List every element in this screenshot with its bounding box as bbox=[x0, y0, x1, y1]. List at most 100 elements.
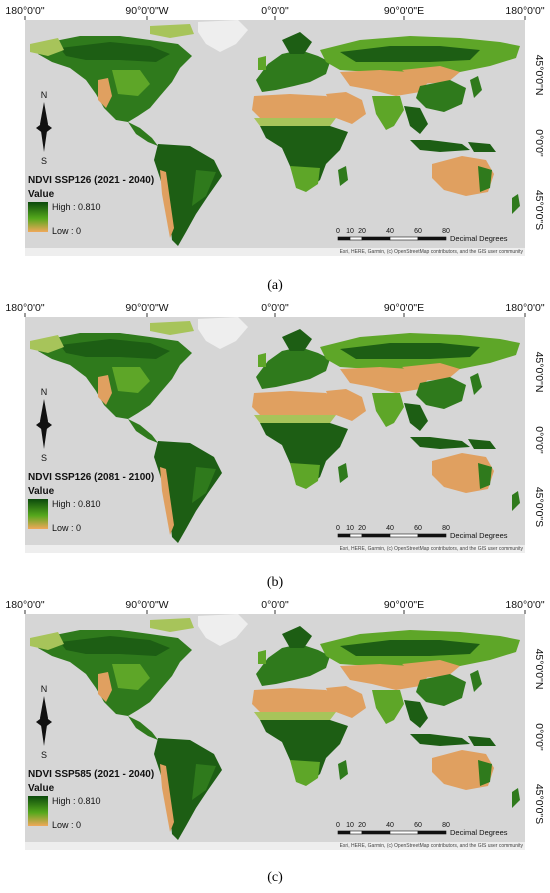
top-graticule-label: 180°0'0" bbox=[5, 599, 44, 611]
scale-tick-label: 0 bbox=[336, 525, 340, 532]
na-west-dry bbox=[98, 672, 112, 702]
right-graticule-label: 0°0'0" bbox=[533, 723, 545, 751]
top-graticule-label: 90°0'0"W bbox=[125, 5, 168, 17]
india bbox=[372, 690, 404, 724]
arctic-islands bbox=[150, 618, 194, 632]
legend-value-label: Value bbox=[28, 486, 55, 497]
scale-tick-label: 80 bbox=[442, 822, 450, 829]
legend-value-label: Value bbox=[28, 783, 55, 794]
australia bbox=[432, 750, 494, 790]
top-graticule-label: 180°0'0" bbox=[5, 5, 44, 17]
africa-sahel bbox=[254, 712, 336, 720]
scale-tick-label: 10 bbox=[346, 228, 354, 235]
africa-south bbox=[290, 463, 320, 489]
top-graticule-label: 90°0'0"W bbox=[125, 302, 168, 314]
top-graticule-label: 0°0'0" bbox=[261, 5, 289, 17]
se-asia bbox=[404, 403, 428, 431]
legend-high-label: High : 0.810 bbox=[52, 796, 101, 806]
new-guinea bbox=[468, 439, 496, 449]
svg-text:N: N bbox=[41, 684, 48, 694]
central-america bbox=[128, 122, 158, 146]
new-guinea bbox=[468, 142, 496, 152]
legend-low-label: Low : 0 bbox=[52, 820, 81, 830]
svg-text:S: S bbox=[41, 156, 47, 166]
scale-tick-label: 40 bbox=[386, 228, 394, 235]
top-graticule-label: 0°0'0" bbox=[261, 599, 289, 611]
africa-north-desert bbox=[252, 391, 340, 417]
attribution-text: Esri, HERE, Garmin, (c) OpenStreetMap co… bbox=[340, 546, 524, 552]
australia-east bbox=[478, 760, 492, 786]
africa-south bbox=[290, 760, 320, 786]
sa-east bbox=[192, 764, 216, 800]
uk bbox=[258, 353, 266, 367]
central-america bbox=[128, 419, 158, 443]
caption-c: (c) bbox=[267, 870, 283, 885]
indonesia bbox=[410, 734, 470, 746]
caption-a: (a) bbox=[267, 278, 283, 293]
greenland-ice bbox=[198, 614, 248, 646]
europe bbox=[256, 347, 330, 389]
se-asia bbox=[404, 106, 428, 134]
scale-tick-label: 40 bbox=[386, 822, 394, 829]
greenland-ice bbox=[198, 20, 248, 52]
scale-tick-label: 10 bbox=[346, 822, 354, 829]
africa-north-desert bbox=[252, 94, 340, 120]
japan bbox=[470, 76, 482, 98]
map-panel-c: 180°0'0" 90°0'0"W 0°0'0" 90°0'0"E 180°0'0" 45… bbox=[0, 594, 550, 889]
scale-tick-label: 60 bbox=[414, 525, 422, 532]
central-asia-desert bbox=[340, 664, 430, 690]
legend-value-label: Value bbox=[28, 189, 55, 200]
central-america bbox=[128, 716, 158, 740]
svg-text:S: S bbox=[41, 750, 47, 760]
arabia bbox=[326, 92, 366, 124]
top-graticule-label: 90°0'0"W bbox=[125, 599, 168, 611]
siberia-forest bbox=[340, 46, 480, 62]
arabia bbox=[326, 686, 366, 718]
map-title: NDVI SSP585 (2021 - 2040) bbox=[28, 769, 154, 780]
gobi bbox=[402, 660, 460, 678]
scandinavia bbox=[282, 329, 312, 351]
right-graticule-label: 45°0'0"N bbox=[533, 55, 545, 96]
new-guinea bbox=[468, 736, 496, 746]
sa-andes bbox=[160, 170, 174, 238]
europe bbox=[256, 50, 330, 92]
right-graticule-label: 45°0'0"N bbox=[533, 649, 545, 690]
map-title: NDVI SSP126 (2021 - 2040) bbox=[28, 175, 154, 186]
arctic-islands bbox=[150, 321, 194, 335]
australia bbox=[432, 156, 494, 196]
sa-east bbox=[192, 467, 216, 503]
gobi bbox=[402, 66, 460, 84]
map-svg: 180°0'0" 90°0'0"W 0°0'0" 90°0'0"E 180°0'0" 45… bbox=[5, 302, 545, 553]
africa-central bbox=[260, 126, 348, 190]
siberia-forest bbox=[340, 343, 480, 359]
sa-andes bbox=[160, 467, 174, 535]
new-zealand bbox=[512, 194, 520, 214]
alaska bbox=[30, 335, 64, 353]
legend-high-label: High : 0.810 bbox=[52, 202, 101, 212]
land-layer bbox=[25, 614, 525, 850]
madagascar bbox=[338, 760, 348, 780]
china-east bbox=[416, 80, 466, 112]
legend-low-label: Low : 0 bbox=[52, 523, 81, 533]
madagascar bbox=[338, 166, 348, 186]
scale-tick-label: 40 bbox=[386, 525, 394, 532]
map-title: NDVI SSP126 (2081 - 2100) bbox=[28, 472, 154, 483]
china-east bbox=[416, 377, 466, 409]
scale-unit-label: Decimal Degrees bbox=[450, 531, 508, 540]
attribution-text: Esri, HERE, Garmin, (c) OpenStreetMap co… bbox=[340, 249, 524, 255]
na-boreal bbox=[60, 339, 170, 359]
map-panel-a: 180°0'0" 90°0'0"W 0°0'0" 90°0'0"E 180°0'0" 45… bbox=[0, 0, 550, 295]
caption-b: (b) bbox=[266, 575, 284, 590]
legend-color-ramp bbox=[28, 202, 48, 232]
africa-north-desert bbox=[252, 688, 340, 714]
na-central bbox=[112, 367, 150, 393]
arabia bbox=[326, 389, 366, 421]
madagascar bbox=[338, 463, 348, 483]
india bbox=[372, 393, 404, 427]
indonesia bbox=[410, 140, 470, 152]
land-layer bbox=[25, 20, 525, 256]
svg-text:N: N bbox=[41, 387, 48, 397]
antarctica-ice bbox=[25, 545, 525, 553]
right-graticule-label: 0°0'0" bbox=[533, 426, 545, 454]
